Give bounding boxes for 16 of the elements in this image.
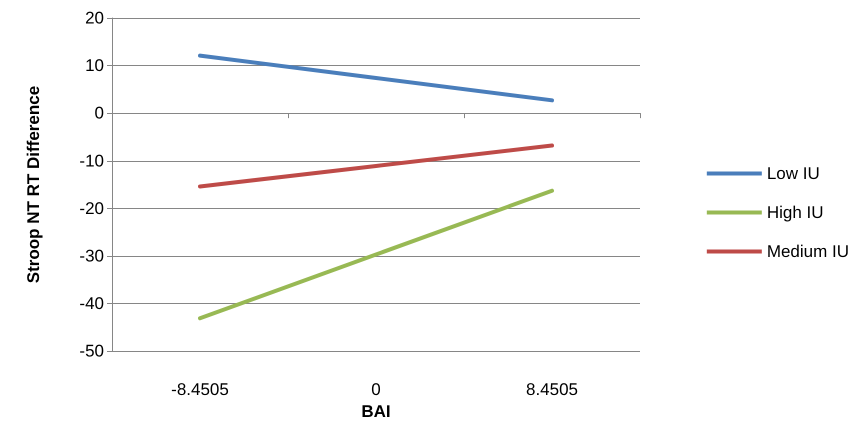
y-tick-label: -30	[79, 246, 104, 266]
y-tick-label: -50	[79, 342, 104, 361]
y-tick-label: 10	[85, 56, 104, 76]
x-tick-label: 0	[371, 380, 381, 400]
legend-label: High IU	[766, 203, 824, 222]
legend-label: Medium IU	[766, 242, 849, 261]
y-tick-label: 20	[85, 8, 104, 28]
x-tick-label: -8.4505	[171, 380, 229, 400]
y-tick-label: -10	[79, 151, 104, 170]
y-tick-label: -40	[79, 294, 104, 314]
legend-label: Low IU	[766, 164, 820, 183]
x-tick-label: 8.4505	[526, 380, 578, 400]
y-tick-label: 0	[94, 104, 104, 123]
x-axis-title: BAI	[361, 402, 391, 421]
y-tick-label: -20	[79, 198, 104, 218]
y-axis-title: Stroop NT RT Difference	[24, 86, 43, 284]
